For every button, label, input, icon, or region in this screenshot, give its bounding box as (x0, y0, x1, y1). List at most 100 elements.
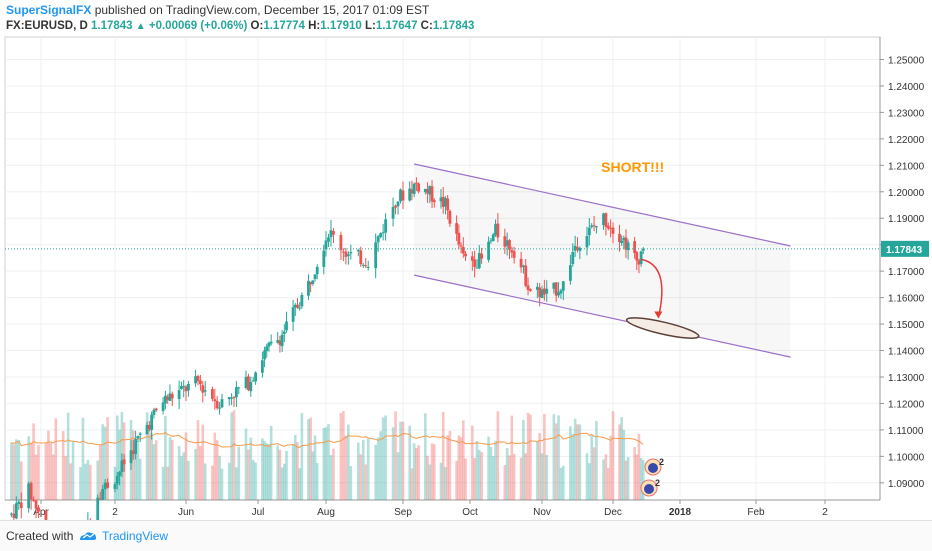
volume-bar (315, 463, 319, 500)
candle-body (263, 350, 266, 360)
ohlc-line: FX:EURUSD, D 1.17843 ▲ +0.00069 (+0.06%)… (6, 18, 926, 34)
x-tick-label: 2018 (669, 507, 692, 518)
candle-body (361, 264, 365, 266)
candle-body (508, 240, 511, 250)
volume-bar (98, 444, 102, 500)
volume-bar (230, 412, 233, 500)
candle-body (494, 224, 497, 236)
candle-body (428, 186, 432, 195)
candle-body (430, 186, 434, 202)
candle-body (381, 232, 385, 234)
candle-body (17, 501, 21, 504)
x-tick-label: Nov (533, 507, 551, 518)
author-link[interactable]: SuperSignalFX (6, 3, 92, 17)
candle-body (230, 397, 233, 399)
volume-bar (267, 443, 271, 500)
target-arrow-head (654, 311, 663, 319)
candle-body (311, 280, 315, 284)
candle-body (535, 286, 539, 290)
candle-body (444, 198, 447, 207)
candle-body (163, 395, 167, 404)
candle-body (10, 513, 13, 515)
volume-bar (439, 462, 443, 500)
volume-bar (573, 418, 577, 500)
volume-bar (503, 465, 507, 500)
y-tick-label: 1.09000 (888, 479, 925, 490)
volume-bar (595, 420, 598, 500)
candle-body (540, 289, 544, 298)
candle-body (503, 236, 507, 247)
volume-bar (182, 452, 186, 500)
volume-bar (494, 440, 497, 500)
candle-body (359, 250, 363, 265)
candle-body (573, 245, 577, 251)
volume-bar (538, 432, 541, 500)
chart-header: SuperSignalFX published on TradingView.c… (6, 2, 926, 34)
open-value: 1.17774 (263, 20, 305, 32)
price-chart[interactable]: 1.25000 1.24000 1.23000 1.22000 1.21000 1.200… (0, 0, 932, 520)
candle-body (528, 289, 532, 291)
candle-body (131, 450, 135, 454)
y-tick-label: 1.10000 (888, 452, 925, 463)
candle-body (439, 197, 443, 202)
volume-bar (408, 425, 411, 500)
volume-bar (639, 457, 643, 500)
candle-body (606, 225, 610, 229)
y-tick-label: 1.13000 (888, 373, 925, 384)
candle-body (480, 253, 484, 259)
volume-bar (134, 442, 137, 500)
volume-bar (184, 432, 188, 500)
candle-body (187, 383, 190, 391)
x-tick-label: Dec (604, 507, 622, 518)
close-value: 1.17843 (432, 20, 475, 32)
candle-body (129, 450, 133, 464)
volume-bar (396, 452, 400, 500)
volume-bar (559, 467, 563, 500)
volume-bar (430, 443, 434, 500)
volume-bar (298, 468, 301, 500)
volume-bar (512, 453, 516, 500)
candle-body (166, 396, 170, 400)
candle-body (201, 385, 205, 393)
volume-bar (168, 437, 172, 500)
candle-body (101, 489, 105, 501)
volume-bar (227, 462, 231, 500)
channel-lower-line (414, 274, 791, 358)
candle-body (356, 250, 360, 252)
volume-bar (276, 445, 280, 500)
volume-bar (571, 433, 575, 500)
event-flag-icon-inner (644, 484, 654, 494)
volume-bar (441, 411, 445, 500)
volume-bar (349, 465, 353, 500)
candle-body (366, 266, 370, 268)
candle-body (423, 188, 427, 193)
high-value: 1.17910 (320, 20, 362, 32)
volume-bar (215, 440, 219, 500)
volume-bar (27, 436, 30, 500)
candle-body (227, 397, 231, 400)
candle-body (432, 200, 436, 203)
volume-bar (554, 423, 558, 500)
candle-body (410, 189, 414, 194)
candle-body (145, 425, 149, 435)
volume-bar (10, 442, 13, 500)
y-tick-label: 1.11000 (888, 426, 924, 437)
y-tick-label: 1.24000 (888, 82, 925, 93)
volume-bar (329, 455, 333, 500)
volume-bar (249, 437, 253, 500)
symbol-label: FX:EURUSD, D (6, 20, 88, 32)
candle-body (461, 246, 465, 254)
volume-bar (34, 454, 38, 500)
candle-body (339, 234, 343, 251)
publish-line: SuperSignalFX published on TradingView.c… (6, 2, 926, 18)
y-tick-label: 1.15000 (888, 320, 925, 331)
candle-body (278, 340, 282, 345)
candle-body (477, 253, 481, 269)
volume-bar (89, 464, 92, 500)
volume-bar (232, 410, 236, 500)
tradingview-logo[interactable]: TradingView (78, 521, 168, 551)
volume-bar (496, 411, 500, 500)
volume-bar (322, 427, 326, 500)
candle-body (332, 230, 335, 235)
volume-bar (606, 468, 610, 500)
